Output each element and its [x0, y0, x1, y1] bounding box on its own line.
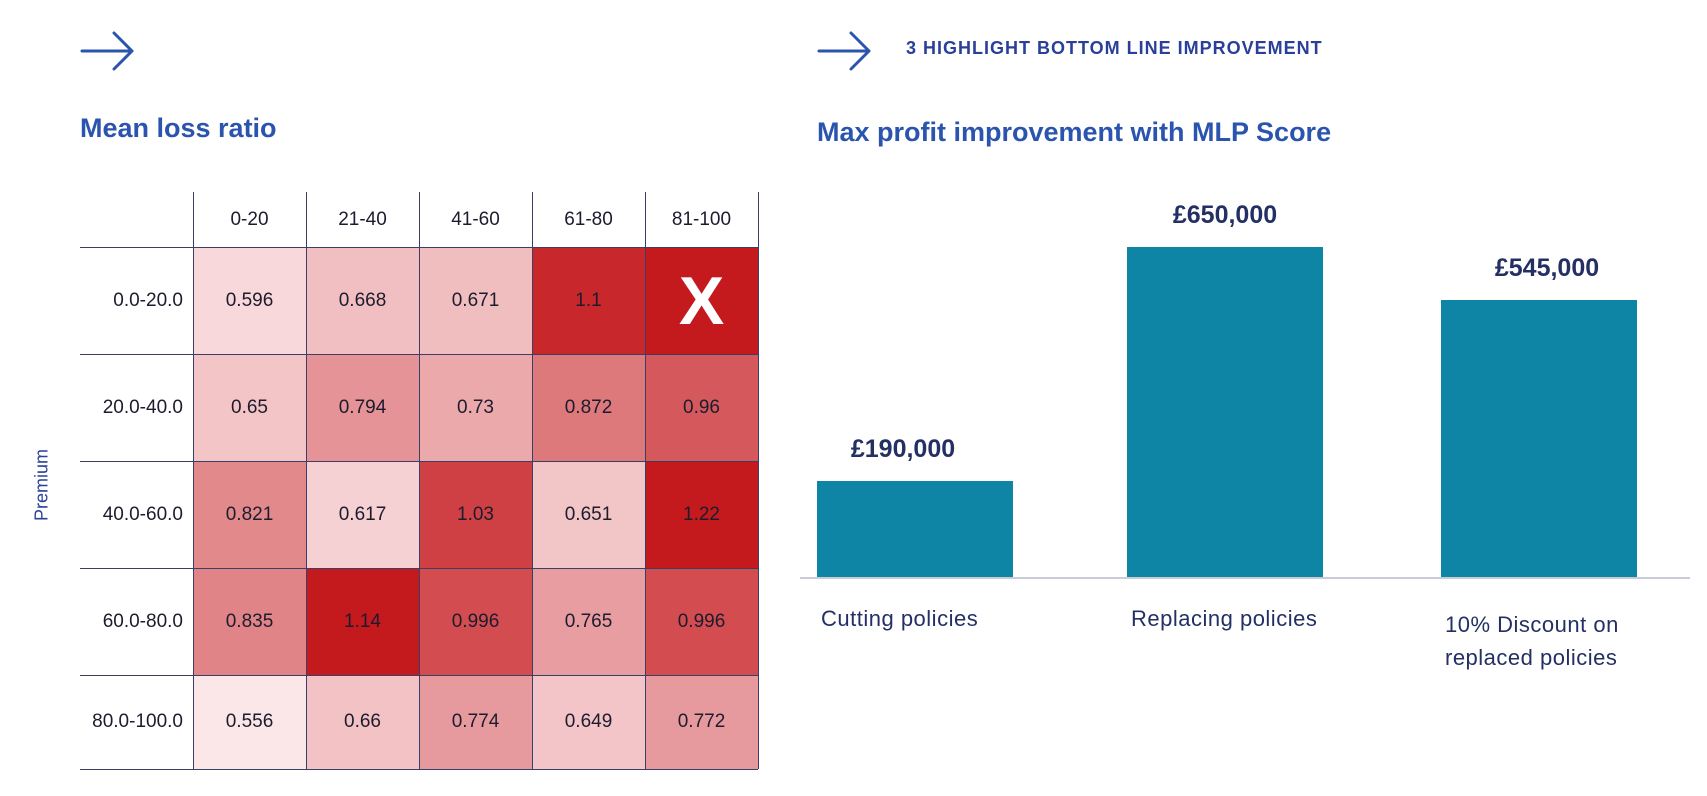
heatmap-grid-line — [306, 192, 307, 769]
arrow-right-icon — [817, 30, 873, 72]
bar — [1441, 300, 1637, 577]
heatmap-grid-line — [80, 769, 758, 770]
heatmap-grid-line — [80, 354, 758, 355]
heatmap-cell: 0.668 — [306, 247, 419, 354]
heatmap-grid-line — [80, 568, 758, 569]
bar — [1127, 247, 1323, 577]
heatmap-cell: 0.73 — [419, 354, 532, 461]
heatmap-title: Mean loss ratio — [80, 113, 277, 143]
arrow-right-icon — [80, 30, 136, 72]
heatmap-grid-line — [419, 192, 420, 769]
heatmap-column-label: 0-20 — [230, 208, 269, 230]
bar-value-label: £650,000 — [1172, 201, 1278, 229]
heatmap-cell: 0.66 — [306, 675, 419, 769]
heatmap-grid-line — [80, 675, 758, 676]
heatmap-cell: 0.996 — [645, 568, 758, 675]
heatmap-grid-line — [80, 461, 758, 462]
heatmap-grid-line — [645, 192, 646, 769]
bar-category-label: Replacing policies — [1131, 606, 1318, 631]
heatmap-cell: 0.671 — [419, 247, 532, 354]
heatmap-cell: 0.65 — [193, 354, 306, 461]
bar-chart-baseline — [800, 577, 1690, 579]
bar — [817, 480, 1013, 577]
heatmap-column-label: 61-80 — [564, 208, 613, 230]
heatmap-cell: 1.03 — [419, 461, 532, 568]
bar-value-label: £545,000 — [1494, 254, 1600, 283]
heatmap-cell: 0.794 — [306, 354, 419, 461]
heatmap-cell: 0.821 — [193, 461, 306, 568]
heatmap-cell: 0.774 — [419, 675, 532, 769]
heatmap-column-label: 81-100 — [671, 208, 732, 230]
heatmap-grid-line — [193, 192, 194, 769]
heatmap-column-label: 21-40 — [338, 208, 387, 230]
heatmap-row-label: 0.0-20.0 — [113, 289, 183, 311]
heatmap-cell: 1.1 — [532, 247, 645, 354]
heatmap-row-label: 40.0-60.0 — [102, 503, 183, 525]
heatmap-cell: 0.996 — [419, 568, 532, 675]
heatmap-cell: 0.772 — [645, 675, 758, 769]
bar-category-label: 10% Discount on replaced policies — [1445, 612, 1619, 670]
heatmap-cell: 1.22 — [645, 461, 758, 568]
heatmap-cell: 0.556 — [193, 675, 306, 769]
heatmap-cell: 0.835 — [193, 568, 306, 675]
heatmap-cell: 0.765 — [532, 568, 645, 675]
bar-value-label: £190,000 — [850, 434, 956, 463]
bar-chart-title: Max profit improvement with MLP Score — [817, 117, 1332, 147]
heatmap-cell: 0.649 — [532, 675, 645, 769]
heatmap-cell: 0.651 — [532, 461, 645, 568]
heatmap-grid-line — [80, 247, 758, 248]
heatmap-row-label: 60.0-80.0 — [102, 610, 183, 632]
heatmap-column-label: 41-60 — [451, 208, 500, 230]
heatmap-grid-line — [532, 192, 533, 769]
heatmap-cell: X — [645, 247, 758, 354]
heatmap-cell: 0.872 — [532, 354, 645, 461]
heatmap-cell: 0.596 — [193, 247, 306, 354]
heatmap-row-label: 20.0-40.0 — [102, 396, 183, 418]
heatmap-cell: 0.96 — [645, 354, 758, 461]
heatmap-y-axis-label: Premium — [31, 448, 52, 522]
bar-category-label: Cutting policies — [821, 606, 979, 631]
section-subtitle: 3 HIGHLIGHT BOTTOM LINE IMPROVEMENT — [906, 38, 1323, 58]
heatmap-row-label: 80.0-100.0 — [92, 711, 183, 732]
heatmap-cell: 1.14 — [306, 568, 419, 675]
heatmap-cell: 0.617 — [306, 461, 419, 568]
heatmap-grid-line — [758, 192, 759, 769]
